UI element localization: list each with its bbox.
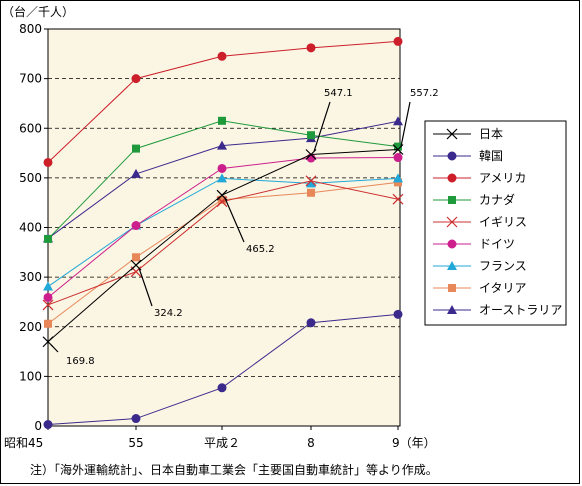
data-point <box>307 188 315 197</box>
annotation-leader <box>224 197 245 243</box>
legend-label: 日本 <box>479 127 503 141</box>
data-point <box>43 281 53 291</box>
legend-label: イタリア <box>479 281 527 295</box>
legend-label: イギリス <box>479 215 527 229</box>
legend-item: カナダ <box>433 192 515 207</box>
legend-label: フランス <box>479 259 527 273</box>
data-point <box>43 157 53 167</box>
axes: 0 100 200 300 400 500 600 700 800 昭和45 55 平成２ 8 9（年） <box>4 22 436 450</box>
data-point <box>43 420 53 430</box>
y-tick-label: 800 <box>19 22 42 36</box>
data-point <box>393 173 403 183</box>
y-tick-label: 100 <box>19 369 42 383</box>
legend-item: アメリカ <box>433 171 526 185</box>
data-point <box>217 140 227 150</box>
y-tick-label: 500 <box>19 171 42 185</box>
annotations: 169.8 324.2 465.2 547.1 557.2 <box>50 88 439 367</box>
x-tick-label: 55 <box>128 436 143 450</box>
legend-label: ドイツ <box>479 237 515 251</box>
data-point <box>393 116 403 126</box>
data-point <box>448 196 456 204</box>
data-point <box>447 261 457 270</box>
y-tick-label: 300 <box>19 270 42 284</box>
data-point <box>217 383 227 393</box>
annotation-leader <box>313 101 331 152</box>
data-point <box>393 36 403 46</box>
data-point <box>393 153 403 163</box>
data-point <box>217 163 227 173</box>
data-point <box>306 318 316 328</box>
data-point <box>218 116 226 125</box>
annotation-label: 465.2 <box>246 244 275 255</box>
data-point <box>218 195 226 204</box>
data-point <box>447 151 457 161</box>
legend-item: ドイツ <box>433 237 515 251</box>
data-point <box>131 74 141 84</box>
series-2 <box>43 36 403 167</box>
data-point <box>305 175 317 187</box>
data-point <box>394 142 402 151</box>
annotation-label: 547.1 <box>324 88 353 99</box>
data-point <box>446 128 458 140</box>
legend-item: フランス <box>433 259 527 273</box>
legend-item: 日本 <box>433 127 503 141</box>
legend-label: 韓国 <box>479 149 503 163</box>
data-point <box>44 319 52 328</box>
y-tick-label: 600 <box>19 121 42 135</box>
data-point <box>217 51 227 61</box>
legend-label: オーストラリア <box>479 303 562 317</box>
series-3 <box>44 116 402 243</box>
x-tick-label: 平成２ <box>204 436 240 450</box>
data-point <box>132 144 140 153</box>
data-point <box>43 292 53 302</box>
data-point <box>448 284 456 292</box>
y-tick-label: 200 <box>19 320 42 334</box>
data-point <box>217 173 227 183</box>
data-point <box>306 178 316 188</box>
data-point <box>392 193 404 205</box>
legend-label: カナダ <box>479 192 515 207</box>
series-4 <box>42 175 404 311</box>
annotation-label: 557.2 <box>410 88 439 99</box>
annotation-leader <box>50 344 59 353</box>
data-point <box>306 43 316 53</box>
data-point <box>447 239 457 249</box>
x-tick-label: 9（年） <box>392 436 436 450</box>
legend-item: イギリス <box>433 215 527 229</box>
data-point <box>307 131 315 140</box>
x-tick-label: 8 <box>307 436 315 450</box>
annotation-label: 324.2 <box>154 308 183 319</box>
data-point <box>131 221 141 231</box>
data-point <box>447 173 457 183</box>
legend-item: 韓国 <box>433 149 503 163</box>
x-tick-label: 昭和45 <box>4 436 43 450</box>
data-point <box>132 253 140 262</box>
y-tick-label: 0 <box>34 419 42 433</box>
footnote: 注）「海外運輸統計」、日本自動車工業会「主要国自動車統計」等より作成。 <box>30 462 438 477</box>
data-point <box>131 168 141 178</box>
data-point <box>446 216 458 228</box>
legend-item: イタリア <box>433 281 527 295</box>
y-tick-label: 400 <box>19 221 42 235</box>
data-point <box>44 234 52 243</box>
data-point <box>131 414 141 424</box>
annotation-label: 169.8 <box>66 356 95 367</box>
legend-item: オーストラリア <box>433 303 562 317</box>
annotation-leader <box>400 101 411 147</box>
annotation-leader <box>138 267 153 307</box>
series-1 <box>43 309 403 430</box>
y-tick-label: 700 <box>19 72 42 86</box>
data-point <box>42 299 54 311</box>
data-point <box>393 309 403 319</box>
data-point <box>447 305 457 314</box>
legend-label: アメリカ <box>479 171 526 185</box>
y-unit-label: （台／千人） <box>2 4 74 19</box>
